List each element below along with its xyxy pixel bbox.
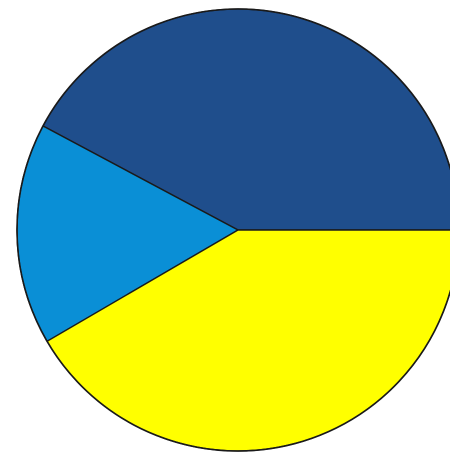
pie-slices xyxy=(16,8,450,452)
pie-outline xyxy=(16,8,450,452)
